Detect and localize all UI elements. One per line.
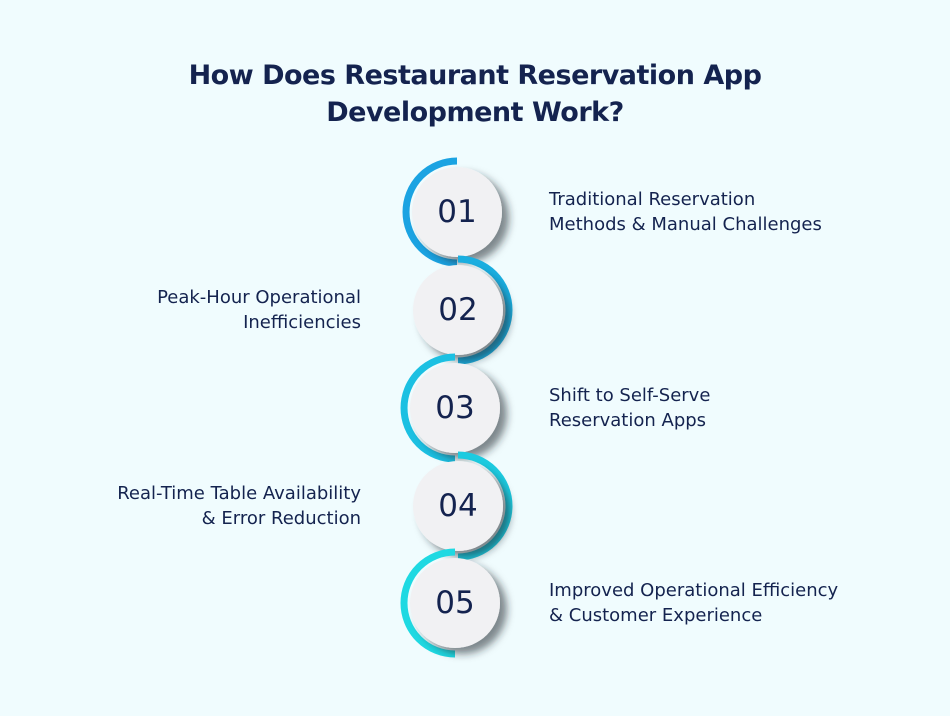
step-circle [413,461,503,551]
step-arc [457,255,513,365]
step-label-line1: Improved Operational Efficiency [549,580,839,601]
step-label-line2: Inefficiencies [243,312,361,333]
step-label-line2: & Customer Experience [549,605,763,626]
step-arc [400,353,456,463]
step-label: Real-Time Table Availability & Error Redu… [61,481,361,531]
step-label: Improved Operational Efficiency & Custome… [549,578,838,628]
step-label: Peak-Hour Operational Inefficiencies [61,285,361,335]
step-circle [412,167,502,257]
step-label-line1: Real-Time Table Availability [117,483,361,504]
step-label-line2: Methods & Manual Challenges [549,214,822,235]
step-label-line2: & Error Reduction [201,508,361,529]
step-circle [410,558,500,648]
step-arc [400,548,456,658]
step-label: Shift to Self-Serve Reservation Apps [549,383,710,433]
step-arc [457,451,513,561]
step-number: 03 [435,390,475,426]
step-label-line1: Traditional Reservation [549,189,756,210]
step-circle [410,363,500,453]
title-line-2: Development Work? [326,97,624,128]
step-label-line1: Peak-Hour Operational [157,287,361,308]
step-number: 02 [438,292,478,328]
step-circle [413,265,503,355]
step-number: 05 [435,585,475,621]
step-label-line1: Shift to Self-Serve [549,385,711,406]
step-label-line2: Reservation Apps [549,410,707,431]
step-label: Traditional Reservation Methods & Manual … [549,187,822,237]
step-number: 04 [438,488,478,524]
step-number: 01 [437,194,477,230]
title-line-1: How Does Restaurant Reservation App [188,60,762,91]
step-arc [402,157,458,267]
